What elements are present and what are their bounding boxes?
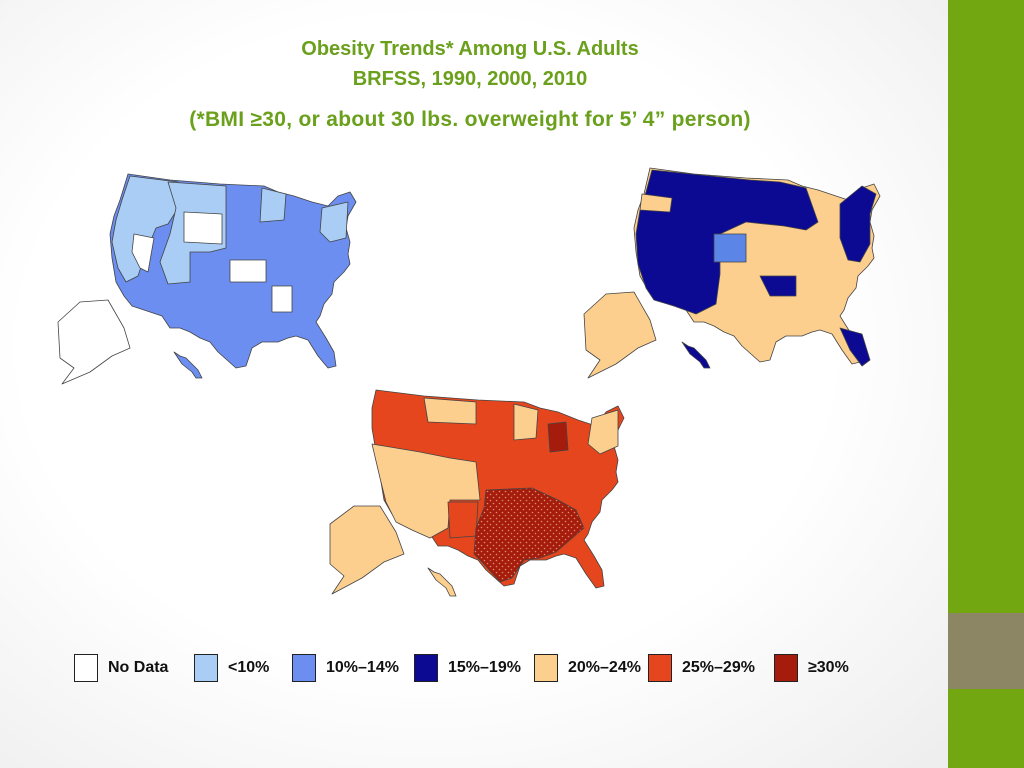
legend-swatch-15-19 bbox=[414, 654, 438, 682]
map-2000-dark-west bbox=[635, 169, 819, 315]
map-2010-red-nm bbox=[447, 501, 479, 539]
legend-swatch-20-24 bbox=[534, 654, 558, 682]
legend-label-gte30: ≥30% bbox=[808, 659, 849, 676]
legend-label-15-19: 15%–19% bbox=[448, 659, 521, 676]
map-1990-nodata-ar bbox=[271, 285, 293, 313]
legend-swatch-10-14 bbox=[292, 654, 316, 682]
title-line-1: Obesity Trends* Among U.S. Adults bbox=[301, 38, 639, 60]
us-map-2000 bbox=[570, 164, 900, 386]
map-2010-orange-mn bbox=[513, 403, 539, 441]
us-map-2010 bbox=[300, 388, 680, 610]
legend-label-no-data: No Data bbox=[108, 659, 169, 676]
title-line-3: (*BMI ≥30, or about 30 lbs. overweight f… bbox=[189, 108, 751, 131]
legend-item-no-data: No Data bbox=[74, 650, 168, 686]
legend-swatch-25-29 bbox=[648, 654, 672, 682]
map-2010-orange-northeast bbox=[587, 409, 619, 455]
map-2010-hawaii bbox=[427, 567, 457, 597]
legend-item-lt10: <10% bbox=[194, 650, 269, 686]
map-1990-light-mn bbox=[259, 187, 287, 223]
decorative-side-bar bbox=[948, 0, 1024, 768]
legend-label-10-14: 10%–14% bbox=[326, 659, 399, 676]
map-2000-blue-co bbox=[713, 233, 747, 263]
map-1990-alaska bbox=[57, 299, 131, 385]
map-2010-orange-southwest bbox=[371, 443, 481, 539]
map-2010-orange-mt bbox=[423, 397, 477, 425]
legend-label-20-24: 20%–24% bbox=[568, 659, 641, 676]
map-2000-dark-ok bbox=[759, 275, 797, 297]
legend-item-10-14: 10%–14% bbox=[292, 650, 399, 686]
legend-swatch-lt10 bbox=[194, 654, 218, 682]
legend-item-gte30: ≥30% bbox=[774, 650, 849, 686]
map-1990-hawaii bbox=[173, 351, 203, 379]
legend-item-20-24: 20%–24% bbox=[534, 650, 641, 686]
map-2000-orange-or bbox=[639, 193, 673, 213]
legend: No Data <10% 10%–14% 15%–19% 20%–24% 25%… bbox=[74, 650, 874, 686]
map-1990-nodata-wy bbox=[183, 211, 223, 245]
title-line-2: BRFSS, 1990, 2000, 2010 bbox=[352, 68, 588, 90]
map-1990-nodata-nv bbox=[131, 233, 155, 273]
slide-background bbox=[0, 0, 948, 768]
legend-label-lt10: <10% bbox=[228, 659, 270, 676]
map-1990-light-ne bbox=[319, 201, 349, 243]
map-2000-alaska bbox=[583, 291, 657, 379]
map-2010-dark-mi bbox=[547, 421, 569, 453]
map-2000-dark-fl bbox=[839, 327, 871, 367]
legend-swatch-no-data bbox=[74, 654, 98, 682]
map-2000-dark-northeast bbox=[839, 185, 877, 263]
map-2010-dark-south bbox=[473, 487, 585, 583]
map-2010-alaska bbox=[329, 505, 405, 595]
legend-swatch-gte30 bbox=[774, 654, 798, 682]
legend-item-25-29: 25%–29% bbox=[648, 650, 755, 686]
us-map-1990 bbox=[50, 172, 380, 386]
decorative-side-band bbox=[948, 613, 1024, 689]
legend-label-25-29: 25%–29% bbox=[682, 659, 755, 676]
map-2000-hawaii bbox=[681, 341, 711, 369]
map-1990-nodata-ks bbox=[229, 259, 267, 283]
legend-item-15-19: 15%–19% bbox=[414, 650, 521, 686]
